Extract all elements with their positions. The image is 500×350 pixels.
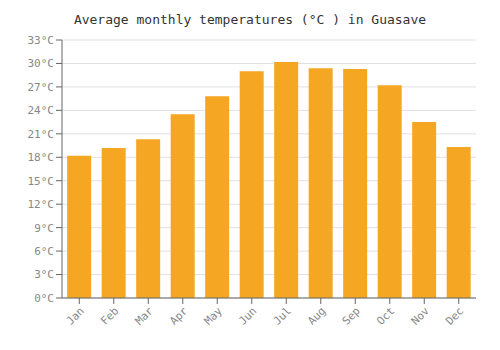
svg-text:Jan: Jan [64, 304, 87, 327]
svg-text:Mar: Mar [133, 304, 157, 328]
svg-text:3°C: 3°C [34, 268, 54, 281]
svg-text:9°C: 9°C [34, 222, 54, 235]
svg-text:Jul: Jul [271, 304, 294, 327]
svg-text:Oct: Oct [374, 304, 397, 327]
svg-text:Dec: Dec [443, 304, 466, 327]
svg-text:18°C: 18°C [28, 151, 55, 164]
svg-text:Aug: Aug [305, 304, 328, 327]
svg-text:15°C: 15°C [28, 175, 55, 188]
svg-text:27°C: 27°C [28, 81, 55, 94]
html-text:Average monthly temperatures (: Average monthly temperatures (°C ) in Gu… [73, 12, 427, 27]
svg-text:6°C: 6°C [34, 245, 54, 258]
svg-text:Sep: Sep [340, 304, 363, 327]
svg-text:Apr: Apr [167, 304, 191, 328]
svg-text:Feb: Feb [98, 304, 121, 327]
svg-text:33°C: 33°C [28, 34, 55, 47]
svg-text:12°C: 12°C [28, 198, 55, 211]
svg-text:0°C: 0°C [34, 292, 54, 305]
svg-text:21°C: 21°C [28, 128, 55, 141]
svg-text:Nov: Nov [409, 304, 433, 328]
svg-text:Jun: Jun [236, 304, 259, 327]
svg-text:30°C: 30°C [28, 57, 55, 70]
svg-text:24°C: 24°C [28, 104, 55, 117]
svg-text:May: May [202, 304, 226, 328]
